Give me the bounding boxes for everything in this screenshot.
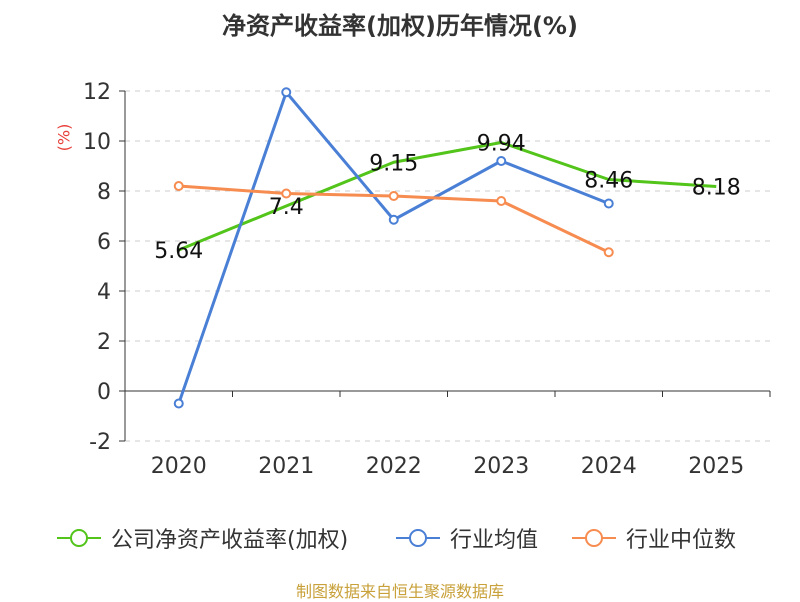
y-tick-label: 10: [83, 130, 111, 155]
data-point: [281, 188, 292, 199]
data-source-note: 制图数据来自恒生聚源数据库: [295, 582, 504, 601]
data-point: [603, 247, 614, 258]
series-lines: [173, 87, 717, 409]
data-point: [173, 181, 184, 191]
data-label: 8.46: [584, 169, 633, 194]
legend-item-industry-median[interactable]: 行业中位数: [570, 518, 736, 558]
data-point: [388, 191, 399, 201]
legend-label-industry-average: 行业均值: [450, 528, 539, 553]
legend: 公司净资产收益率(加权) 行业均值 行业中位数: [0, 518, 800, 558]
chart-title: 净资产收益率(加权)历年情况(%): [222, 12, 578, 40]
legend-label-industry-median: 行业中位数: [626, 528, 737, 553]
data-labels: 5.64 7.4 9.15 9.94 8.46 8.18: [154, 132, 740, 265]
x-tick-label: 2023: [473, 454, 529, 479]
x-tick-label: 2025: [688, 454, 744, 479]
x-tick-label: 2022: [366, 454, 422, 479]
y-tick-label: 8: [97, 180, 111, 205]
legend-marker-industry-average: [396, 529, 440, 547]
legend-label-company: 公司净资产收益率(加权): [111, 528, 349, 553]
data-point: [173, 398, 184, 409]
data-point: [496, 156, 507, 166]
series-line-0: [178, 141, 717, 252]
x-tick-label: 2021: [258, 454, 314, 479]
data-label: 8.18: [692, 176, 741, 201]
axes: -2 0 2 4 6 8 10 12 2020 2021 2022 2023 2024 2025: [83, 80, 771, 479]
data-label: 7.4: [269, 195, 304, 220]
data-point: [496, 196, 507, 206]
x-tick-label: 2020: [151, 454, 207, 479]
data-point: [388, 214, 399, 225]
y-tick-label: 6: [97, 230, 111, 255]
y-tick-label: 0: [97, 380, 111, 405]
y-tick-label: 4: [97, 280, 111, 305]
data-label: 9.94: [477, 132, 526, 157]
y-tick-label: -2: [89, 430, 111, 455]
legend-marker-company: [57, 529, 101, 547]
data-point: [603, 198, 614, 209]
data-label: 9.15: [369, 151, 418, 176]
series-line-1: [177, 90, 610, 404]
grid-lines: [125, 90, 770, 442]
y-tick-label: 2: [97, 330, 111, 355]
legend-item-company[interactable]: 公司净资产收益率(加权): [55, 518, 348, 558]
y-tick-label: 12: [83, 80, 111, 105]
legend-marker-industry-median: [572, 529, 616, 547]
legend-item-industry-average[interactable]: 行业均值: [394, 518, 538, 558]
data-point: [281, 87, 292, 98]
x-tick-label: 2024: [581, 454, 637, 479]
data-label: 5.64: [154, 239, 203, 264]
